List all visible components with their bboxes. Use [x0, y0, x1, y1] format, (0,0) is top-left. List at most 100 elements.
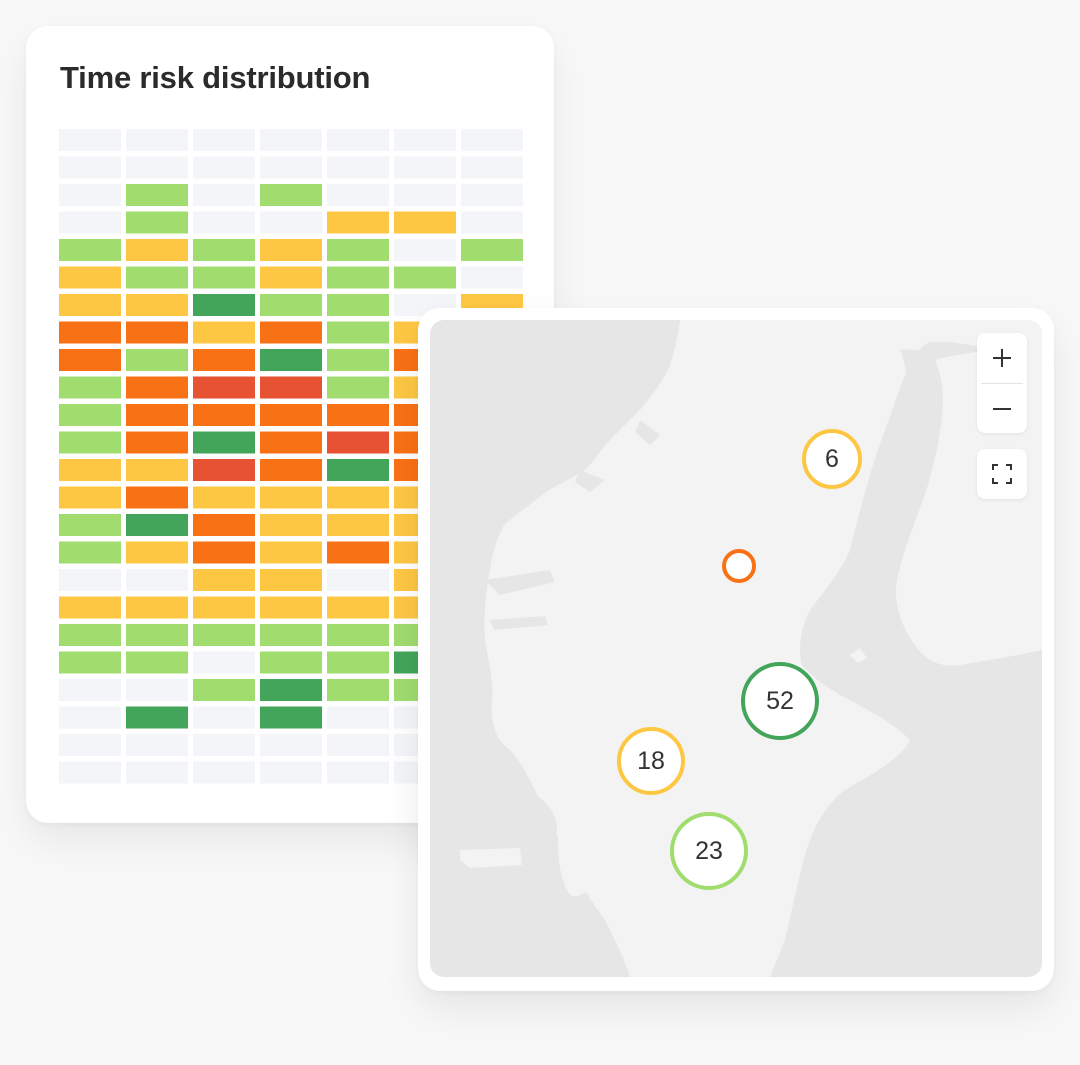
heatmap-cell[interactable] [59, 706, 121, 729]
heatmap-cell[interactable] [327, 376, 389, 399]
cluster-marker-high[interactable] [722, 549, 756, 583]
heatmap-cell[interactable] [461, 184, 523, 206]
heatmap-cell[interactable] [327, 349, 389, 371]
heatmap-cell[interactable] [260, 156, 322, 179]
cluster-marker-medium[interactable]: 6 [802, 429, 862, 489]
heatmap-cell[interactable] [59, 184, 121, 206]
heatmap-cell[interactable] [126, 211, 188, 234]
heatmap-cell[interactable] [126, 569, 188, 591]
heatmap-cell[interactable] [59, 596, 121, 619]
heatmap-cell[interactable] [260, 129, 322, 151]
heatmap-cell[interactable] [260, 706, 322, 729]
heatmap-cell[interactable] [193, 431, 255, 454]
heatmap-cell[interactable] [327, 651, 389, 674]
heatmap-cell[interactable] [126, 239, 188, 261]
heatmap-cell[interactable] [260, 431, 322, 454]
heatmap-cell[interactable] [327, 156, 389, 179]
heatmap-cell[interactable] [260, 184, 322, 206]
heatmap-cell[interactable] [260, 266, 322, 289]
heatmap-cell[interactable] [327, 294, 389, 316]
heatmap-cell[interactable] [327, 734, 389, 756]
heatmap-cell[interactable] [59, 321, 121, 344]
heatmap-cell[interactable] [193, 596, 255, 619]
heatmap-cell[interactable] [193, 129, 255, 151]
heatmap-cell[interactable] [327, 459, 389, 481]
heatmap-cell[interactable] [59, 569, 121, 591]
heatmap-cell[interactable] [126, 651, 188, 674]
heatmap-cell[interactable] [260, 569, 322, 591]
cluster-marker-low[interactable]: 23 [670, 812, 748, 890]
heatmap-cell[interactable] [394, 239, 456, 261]
heatmap-cell[interactable] [327, 569, 389, 591]
heatmap-cell[interactable] [327, 184, 389, 206]
heatmap-cell[interactable] [260, 761, 322, 784]
heatmap-cell[interactable] [193, 706, 255, 729]
heatmap-cell[interactable] [59, 376, 121, 399]
heatmap-cell[interactable] [59, 514, 121, 536]
heatmap-cell[interactable] [126, 184, 188, 206]
heatmap-cell[interactable] [327, 541, 389, 564]
heatmap-cell[interactable] [126, 596, 188, 619]
heatmap-cell[interactable] [260, 349, 322, 371]
heatmap-cell[interactable] [260, 596, 322, 619]
heatmap-cell[interactable] [260, 239, 322, 261]
heatmap-cell[interactable] [327, 679, 389, 701]
heatmap-cell[interactable] [461, 266, 523, 289]
heatmap-cell[interactable] [260, 404, 322, 426]
heatmap-cell[interactable] [126, 266, 188, 289]
heatmap-cell[interactable] [461, 129, 523, 151]
heatmap-cell[interactable] [59, 651, 121, 674]
heatmap-cell[interactable] [260, 679, 322, 701]
heatmap-cell[interactable] [126, 734, 188, 756]
heatmap-cell[interactable] [327, 486, 389, 509]
heatmap-cell[interactable] [59, 349, 121, 371]
heatmap-cell[interactable] [260, 651, 322, 674]
heatmap-cell[interactable] [327, 321, 389, 344]
heatmap-cell[interactable] [126, 541, 188, 564]
heatmap-cell[interactable] [193, 156, 255, 179]
heatmap-cell[interactable] [59, 431, 121, 454]
heatmap-cell[interactable] [193, 486, 255, 509]
heatmap-cell[interactable] [327, 706, 389, 729]
heatmap-cell[interactable] [126, 376, 188, 399]
heatmap-cell[interactable] [260, 486, 322, 509]
heatmap-cell[interactable] [59, 624, 121, 646]
heatmap-cell[interactable] [193, 376, 255, 399]
heatmap-cell[interactable] [126, 514, 188, 536]
zoom-in-button[interactable] [977, 333, 1027, 383]
heatmap-cell[interactable] [327, 129, 389, 151]
heatmap-cell[interactable] [126, 404, 188, 426]
heatmap-cell[interactable] [193, 321, 255, 344]
heatmap-cell[interactable] [193, 734, 255, 756]
heatmap-cell[interactable] [193, 569, 255, 591]
heatmap-cell[interactable] [394, 211, 456, 234]
fullscreen-button[interactable] [977, 449, 1027, 499]
heatmap-cell[interactable] [59, 459, 121, 481]
heatmap-cell[interactable] [126, 349, 188, 371]
heatmap-cell[interactable] [59, 294, 121, 316]
heatmap-cell[interactable] [461, 156, 523, 179]
heatmap-cell[interactable] [327, 431, 389, 454]
heatmap-cell[interactable] [193, 211, 255, 234]
heatmap-cell[interactable] [193, 294, 255, 316]
heatmap-cell[interactable] [260, 459, 322, 481]
heatmap-cell[interactable] [327, 239, 389, 261]
heatmap-cell[interactable] [394, 129, 456, 151]
heatmap-cell[interactable] [59, 211, 121, 234]
heatmap-cell[interactable] [260, 211, 322, 234]
heatmap-cell[interactable] [193, 514, 255, 536]
heatmap-cell[interactable] [327, 514, 389, 536]
heatmap-cell[interactable] [126, 294, 188, 316]
cluster-marker-medium[interactable]: 18 [617, 727, 685, 795]
heatmap-cell[interactable] [193, 679, 255, 701]
heatmap-cell[interactable] [59, 266, 121, 289]
heatmap-cell[interactable] [394, 156, 456, 179]
heatmap-cell[interactable] [193, 761, 255, 784]
heatmap-cell[interactable] [126, 156, 188, 179]
heatmap-cell[interactable] [327, 761, 389, 784]
heatmap-cell[interactable] [193, 184, 255, 206]
heatmap-cell[interactable] [260, 376, 322, 399]
heatmap-cell[interactable] [126, 321, 188, 344]
heatmap-cell[interactable] [461, 239, 523, 261]
heatmap-cell[interactable] [327, 266, 389, 289]
